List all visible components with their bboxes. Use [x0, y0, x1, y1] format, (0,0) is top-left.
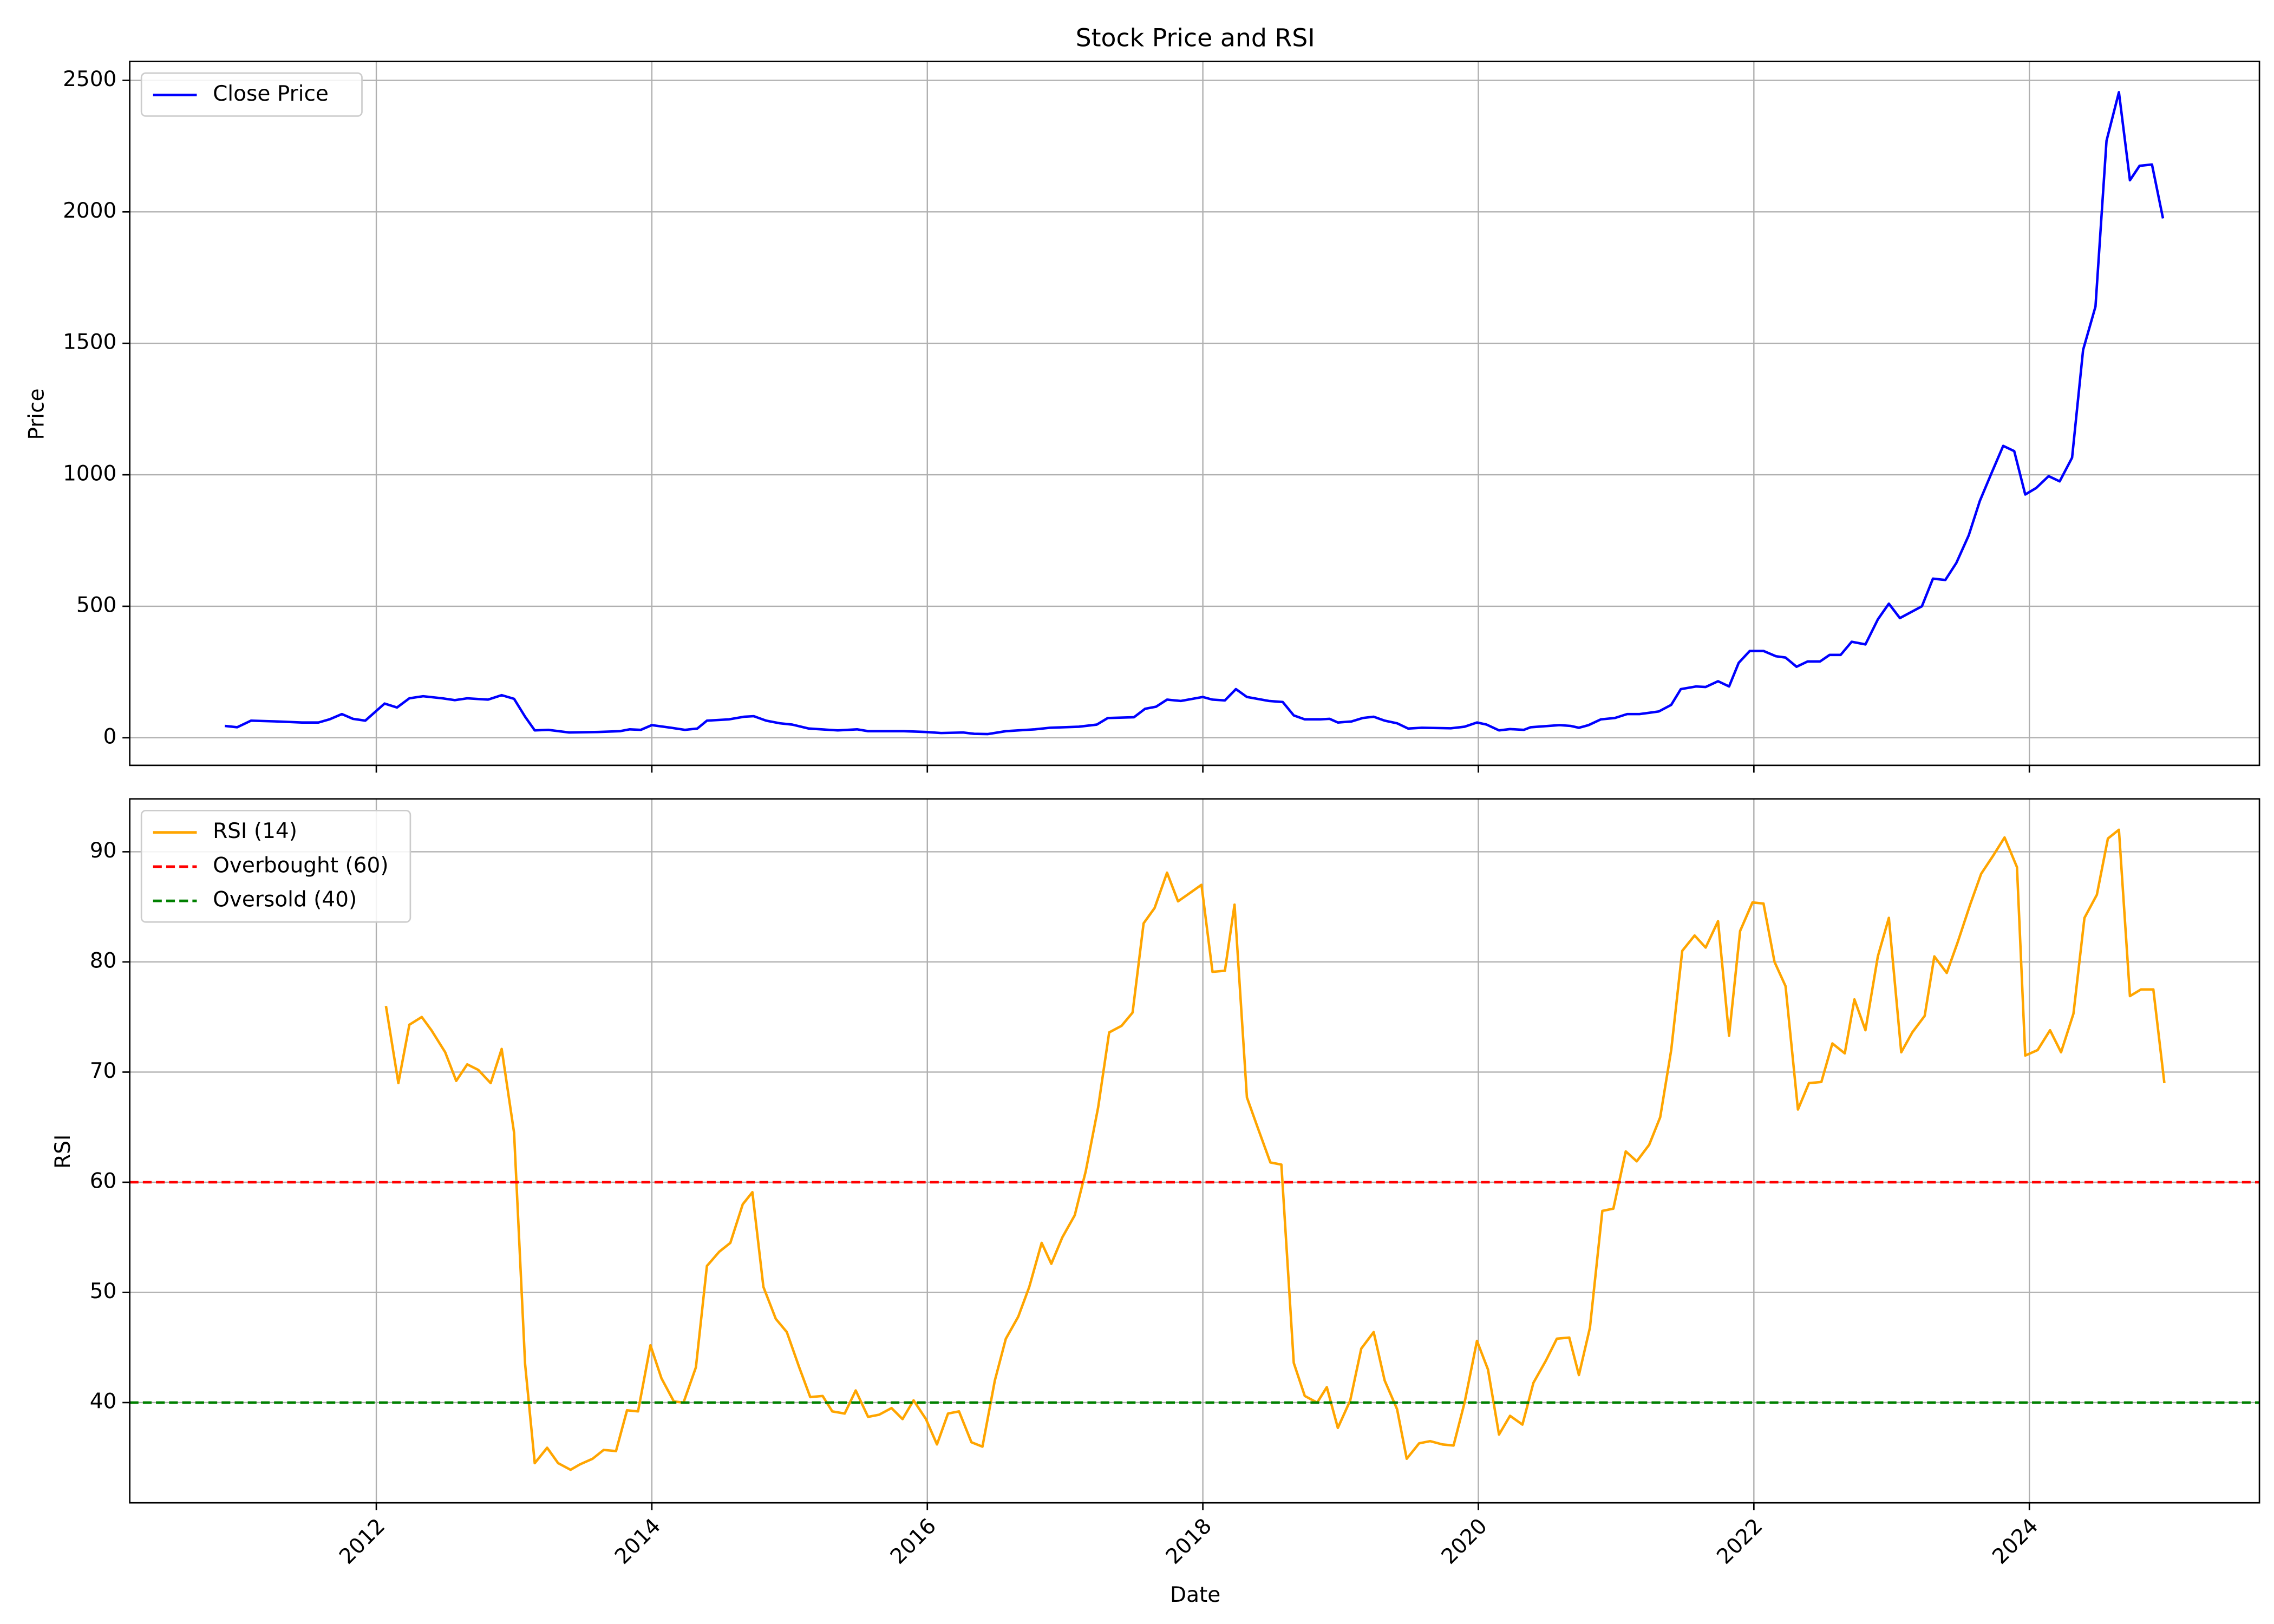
legend-label: RSI (14) [213, 819, 297, 843]
y-tick-label: 70 [90, 1059, 117, 1083]
legend-label: Close Price [213, 82, 329, 106]
y-tick-label: 1000 [63, 462, 116, 486]
y-tick-label: 0 [103, 724, 117, 749]
y-tick-label: 1500 [63, 330, 116, 355]
legend-box [140, 72, 363, 117]
y-tick-label: 90 [90, 839, 117, 863]
y-tick-label: 40 [90, 1389, 117, 1413]
y-tick-label: 2500 [63, 67, 116, 91]
legend-label: Overbought (60) [213, 853, 388, 878]
x-axis-label: Date [1170, 1583, 1220, 1607]
y-axis-label: Price [25, 388, 49, 440]
legend-label: Oversold (40) [213, 888, 357, 912]
y-tick-label: 60 [90, 1169, 117, 1193]
y-tick-label: 2000 [63, 199, 116, 223]
legend-box [140, 809, 411, 923]
y-tick-label: 50 [90, 1279, 117, 1304]
axes-frame [129, 61, 2260, 767]
chart-title: Stock Price and RSI [1076, 24, 1315, 53]
y-axis-label: RSI [51, 1135, 75, 1169]
y-tick-label: 80 [90, 948, 117, 973]
axes-frame [129, 798, 2260, 1504]
y-tick-label: 500 [76, 593, 116, 617]
line-series [224, 91, 2165, 736]
